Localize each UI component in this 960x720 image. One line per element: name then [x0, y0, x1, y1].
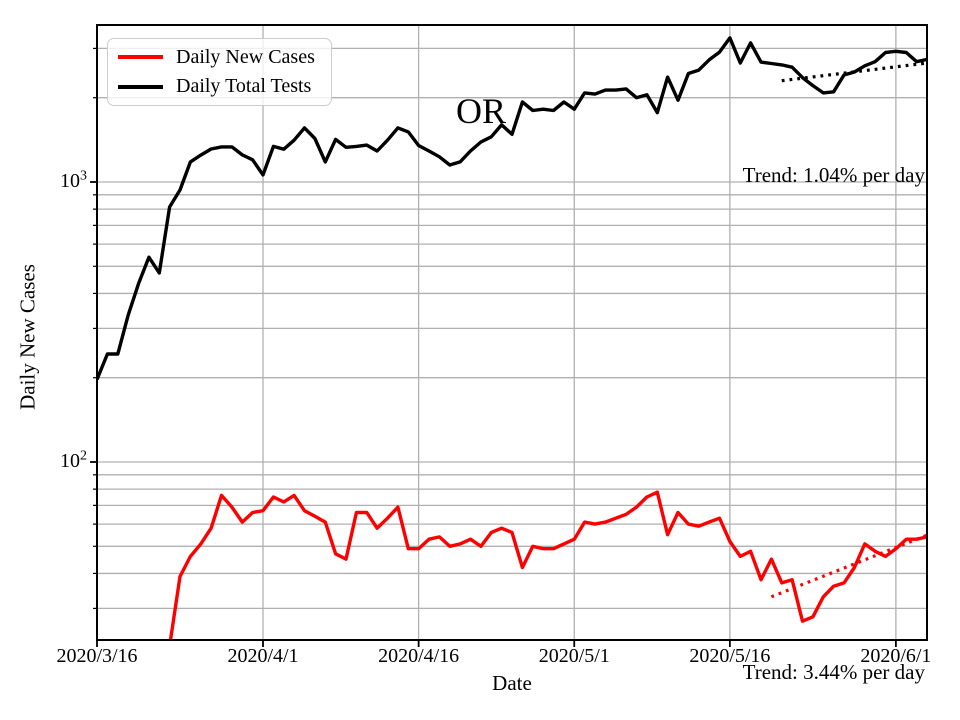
- axis-ticks: [90, 47, 897, 647]
- x-tick-label-2020-5-16: 2020/5/16: [689, 645, 771, 667]
- legend-line-sample-black: [118, 84, 163, 89]
- x-tick-label-2020-3-16: 2020/3/16: [56, 645, 138, 667]
- trend-line-daily-total-tests: [781, 61, 928, 83]
- y-tick-base: 10: [60, 450, 80, 473]
- legend-entry-daily-new-cases: Daily New Cases: [118, 46, 331, 69]
- y-tick-base: 10: [60, 170, 80, 193]
- y-axis-label: Daily New Cases: [15, 264, 40, 410]
- trend-annotation-total-tests: Trend: 1.04% per day: [742, 163, 925, 187]
- legend-label: Daily New Cases: [176, 45, 315, 68]
- chart-title: OR: [455, 91, 507, 131]
- x-tick-label-2020-5-1: 2020/5/1: [538, 645, 610, 667]
- legend-line-sample-red: [118, 55, 163, 60]
- series-line-daily-total-tests: [97, 36, 927, 381]
- y-tick-exponent: 2: [80, 448, 87, 464]
- gridlines: [97, 25, 927, 640]
- plot-border: [96, 24, 928, 641]
- y-tick-label-1e3: 103: [60, 168, 87, 193]
- x-tick-label-2020-4-16: 2020/4/16: [378, 645, 460, 667]
- series-line-daily-new-cases: [168, 490, 927, 640]
- legend-entry-daily-total-tests: Daily Total Tests: [118, 75, 331, 98]
- trend-annotation-new-cases: Trend: 3.44% per day: [742, 660, 925, 684]
- legend: Daily New Cases Daily Total Tests: [107, 38, 332, 106]
- x-tick-label-2020-6-1: 2020/6/1: [860, 645, 932, 667]
- legend-label: Daily Total Tests: [176, 75, 312, 98]
- y-tick-label-1e2: 102: [60, 448, 87, 473]
- x-tick-label-2020-4-1: 2020/4/1: [227, 645, 299, 667]
- y-tick-exponent: 3: [80, 168, 87, 184]
- trend-line-daily-new-cases: [770, 533, 928, 599]
- x-axis-label: Date: [492, 671, 532, 695]
